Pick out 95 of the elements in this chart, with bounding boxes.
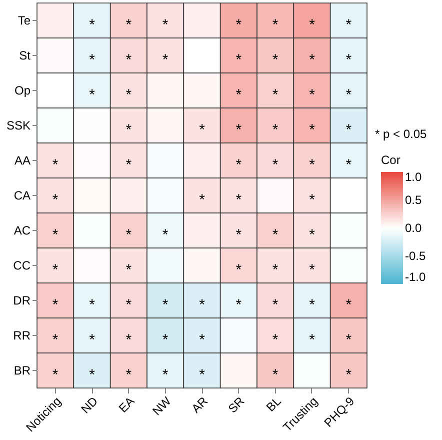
x-tick-label: EA	[116, 394, 138, 416]
data-label: *	[52, 366, 58, 384]
y-tick-label: AC	[14, 224, 31, 238]
y-tick-label: AA	[14, 154, 30, 168]
data-label: *	[236, 16, 242, 34]
data-label: *	[199, 192, 206, 208]
x-tick-label: NW	[150, 394, 174, 418]
data-label: *	[52, 332, 58, 348]
y-tick-label: Te	[18, 14, 31, 28]
color-bar-label: 1.0	[405, 170, 422, 184]
data-label: *	[162, 296, 168, 314]
color-bar-label: 0.0	[405, 221, 422, 235]
data-label: *	[272, 16, 278, 34]
data-label: *	[309, 192, 316, 208]
data-label: *	[346, 366, 352, 384]
data-label: *	[89, 52, 96, 68]
data-label: *	[162, 16, 168, 34]
data-label: *	[52, 296, 58, 314]
y-tick-label: Op	[14, 84, 31, 98]
data-label: *	[162, 52, 168, 68]
data-label: *	[309, 226, 316, 244]
data-label: *	[309, 122, 316, 138]
data-label: *	[236, 226, 242, 244]
data-label: *	[162, 226, 168, 244]
color-bar-label: 0.5	[405, 193, 422, 207]
data-label: *	[236, 122, 242, 138]
data-label: *	[309, 296, 316, 314]
data-label: *	[346, 86, 352, 104]
data-label: *	[272, 122, 278, 138]
x-tick-label: SR	[225, 394, 248, 416]
data-label: *	[126, 226, 132, 244]
data-label: *	[272, 86, 278, 104]
data-label: *	[126, 262, 132, 278]
data-label: *	[89, 296, 96, 314]
data-label: *	[126, 16, 132, 34]
data-label: *	[89, 332, 96, 348]
data-label: *	[309, 332, 316, 348]
data-label: *	[272, 366, 278, 384]
data-label: *	[272, 226, 278, 244]
data-label: *	[126, 366, 132, 384]
data-label: *	[126, 86, 132, 104]
data-label: *	[272, 332, 278, 348]
y-tick-label: St	[19, 48, 32, 62]
data-label: *	[162, 366, 168, 384]
data-label: *	[89, 86, 96, 104]
y-tick-label: BR	[14, 364, 31, 378]
data-label: *	[236, 156, 242, 174]
y-tick-label: DR	[13, 294, 31, 308]
data-label: *	[126, 332, 132, 348]
data-label: *	[272, 52, 278, 68]
data-label: *	[236, 52, 242, 68]
data-label: *	[346, 156, 352, 174]
data-label: *	[346, 296, 352, 314]
data-label: *	[52, 192, 58, 208]
data-label: *	[89, 16, 96, 34]
color-bar-title: Cor	[381, 153, 400, 167]
data-label: *	[272, 296, 278, 314]
data-label: *	[309, 156, 316, 174]
data-label: *	[126, 52, 132, 68]
data-label: *	[52, 156, 58, 174]
data-label: *	[89, 366, 96, 384]
data-label: *	[236, 262, 242, 278]
data-label: *	[162, 332, 168, 348]
y-tick-label: CA	[14, 188, 30, 202]
data-label: *	[126, 156, 132, 174]
data-label: *	[309, 86, 316, 104]
data-label: *	[236, 192, 242, 208]
text: * p < 0.05	[375, 127, 428, 141]
color-bar-label: -0.5	[405, 249, 426, 263]
data-label: *	[126, 122, 132, 138]
data-label: *	[199, 122, 206, 138]
y-tick-label: SSK	[6, 118, 30, 132]
data-label: *	[272, 262, 278, 278]
y-tick-label: CC	[13, 258, 31, 272]
x-tick-label: BL	[264, 394, 284, 414]
color-bar-label: -1.0	[405, 270, 426, 284]
data-label: *	[309, 52, 316, 68]
data-label: *	[199, 332, 206, 348]
data-label: *	[346, 122, 352, 138]
data-label: *	[346, 332, 352, 348]
data-label: *	[346, 52, 352, 68]
data-label: *	[236, 296, 242, 314]
x-tick-label: AR	[188, 394, 211, 416]
data-label: *	[199, 296, 206, 314]
data-label: *	[199, 366, 206, 384]
data-label: *	[309, 262, 316, 278]
data-label: *	[236, 86, 242, 104]
data-label: *	[52, 262, 58, 278]
data-label: *	[309, 16, 316, 34]
data-label: *	[52, 226, 58, 244]
x-tick-label: ND	[78, 394, 101, 416]
y-tick-label: RR	[13, 328, 31, 342]
data-label: *	[126, 296, 132, 314]
data-label: *	[272, 156, 278, 174]
data-label: *	[346, 16, 352, 34]
